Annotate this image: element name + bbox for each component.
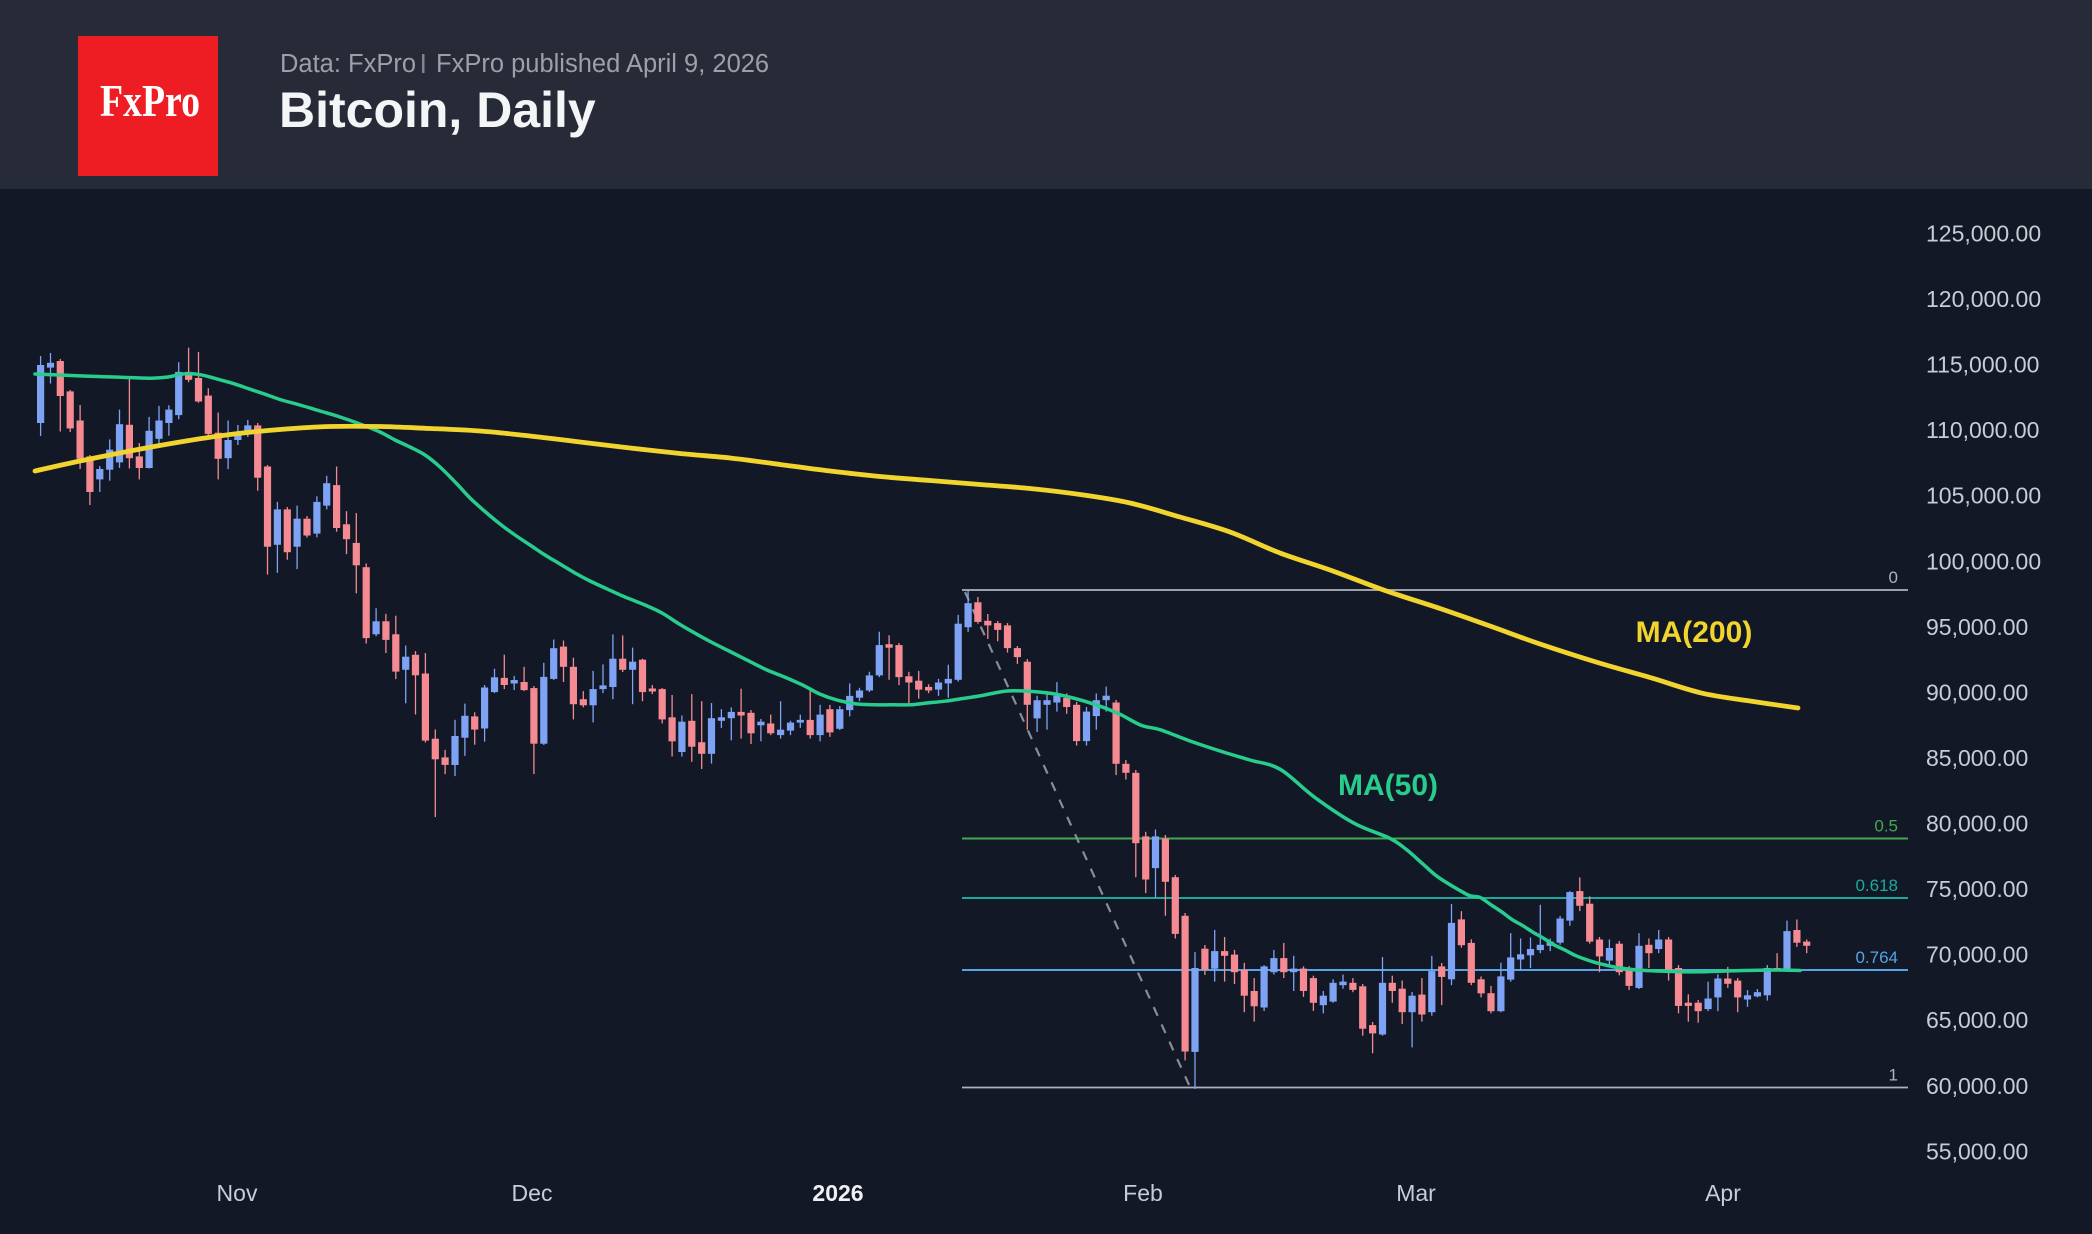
svg-text:1: 1 xyxy=(1889,1066,1898,1085)
svg-text:70,000.00: 70,000.00 xyxy=(1926,942,2028,968)
svg-text:105,000.00: 105,000.00 xyxy=(1926,483,2041,509)
svg-text:60,000.00: 60,000.00 xyxy=(1926,1073,2028,1099)
svg-text:110,000.00: 110,000.00 xyxy=(1926,417,2039,443)
svg-text:2026: 2026 xyxy=(812,1180,863,1206)
svg-text:Apr: Apr xyxy=(1705,1180,1741,1206)
svg-text:80,000.00: 80,000.00 xyxy=(1926,811,2028,837)
svg-text:FxPro published April 9, 2026: FxPro published April 9, 2026 xyxy=(436,50,769,78)
svg-text:125,000.00: 125,000.00 xyxy=(1926,221,2041,247)
svg-text:90,000.00: 90,000.00 xyxy=(1926,679,2028,705)
svg-text:75,000.00: 75,000.00 xyxy=(1926,876,2028,902)
svg-text:Mar: Mar xyxy=(1396,1180,1436,1206)
svg-text:95,000.00: 95,000.00 xyxy=(1926,614,2028,640)
svg-text:120,000.00: 120,000.00 xyxy=(1926,286,2041,312)
svg-text:Bitcoin, Daily: Bitcoin, Daily xyxy=(279,82,596,138)
svg-text:100,000.00: 100,000.00 xyxy=(1926,548,2041,574)
svg-text:0.764: 0.764 xyxy=(1855,948,1898,967)
svg-text:55,000.00: 55,000.00 xyxy=(1926,1138,2028,1164)
svg-text:MA(50): MA(50) xyxy=(1338,769,1438,802)
svg-text:0: 0 xyxy=(1889,568,1898,587)
svg-text:65,000.00: 65,000.00 xyxy=(1926,1007,2028,1033)
svg-text:Dec: Dec xyxy=(512,1180,553,1206)
svg-text:Nov: Nov xyxy=(217,1180,258,1206)
svg-text:Feb: Feb xyxy=(1123,1180,1163,1206)
svg-text:85,000.00: 85,000.00 xyxy=(1926,745,2028,771)
svg-text:Data: FxPro: Data: FxPro xyxy=(280,50,416,78)
svg-text:FxPro: FxPro xyxy=(100,76,200,126)
svg-text:0.5: 0.5 xyxy=(1874,817,1898,836)
svg-text:MA(200): MA(200) xyxy=(1636,616,1753,649)
svg-text:115,000.00: 115,000.00 xyxy=(1926,352,2039,378)
svg-text:0.618: 0.618 xyxy=(1855,876,1898,895)
